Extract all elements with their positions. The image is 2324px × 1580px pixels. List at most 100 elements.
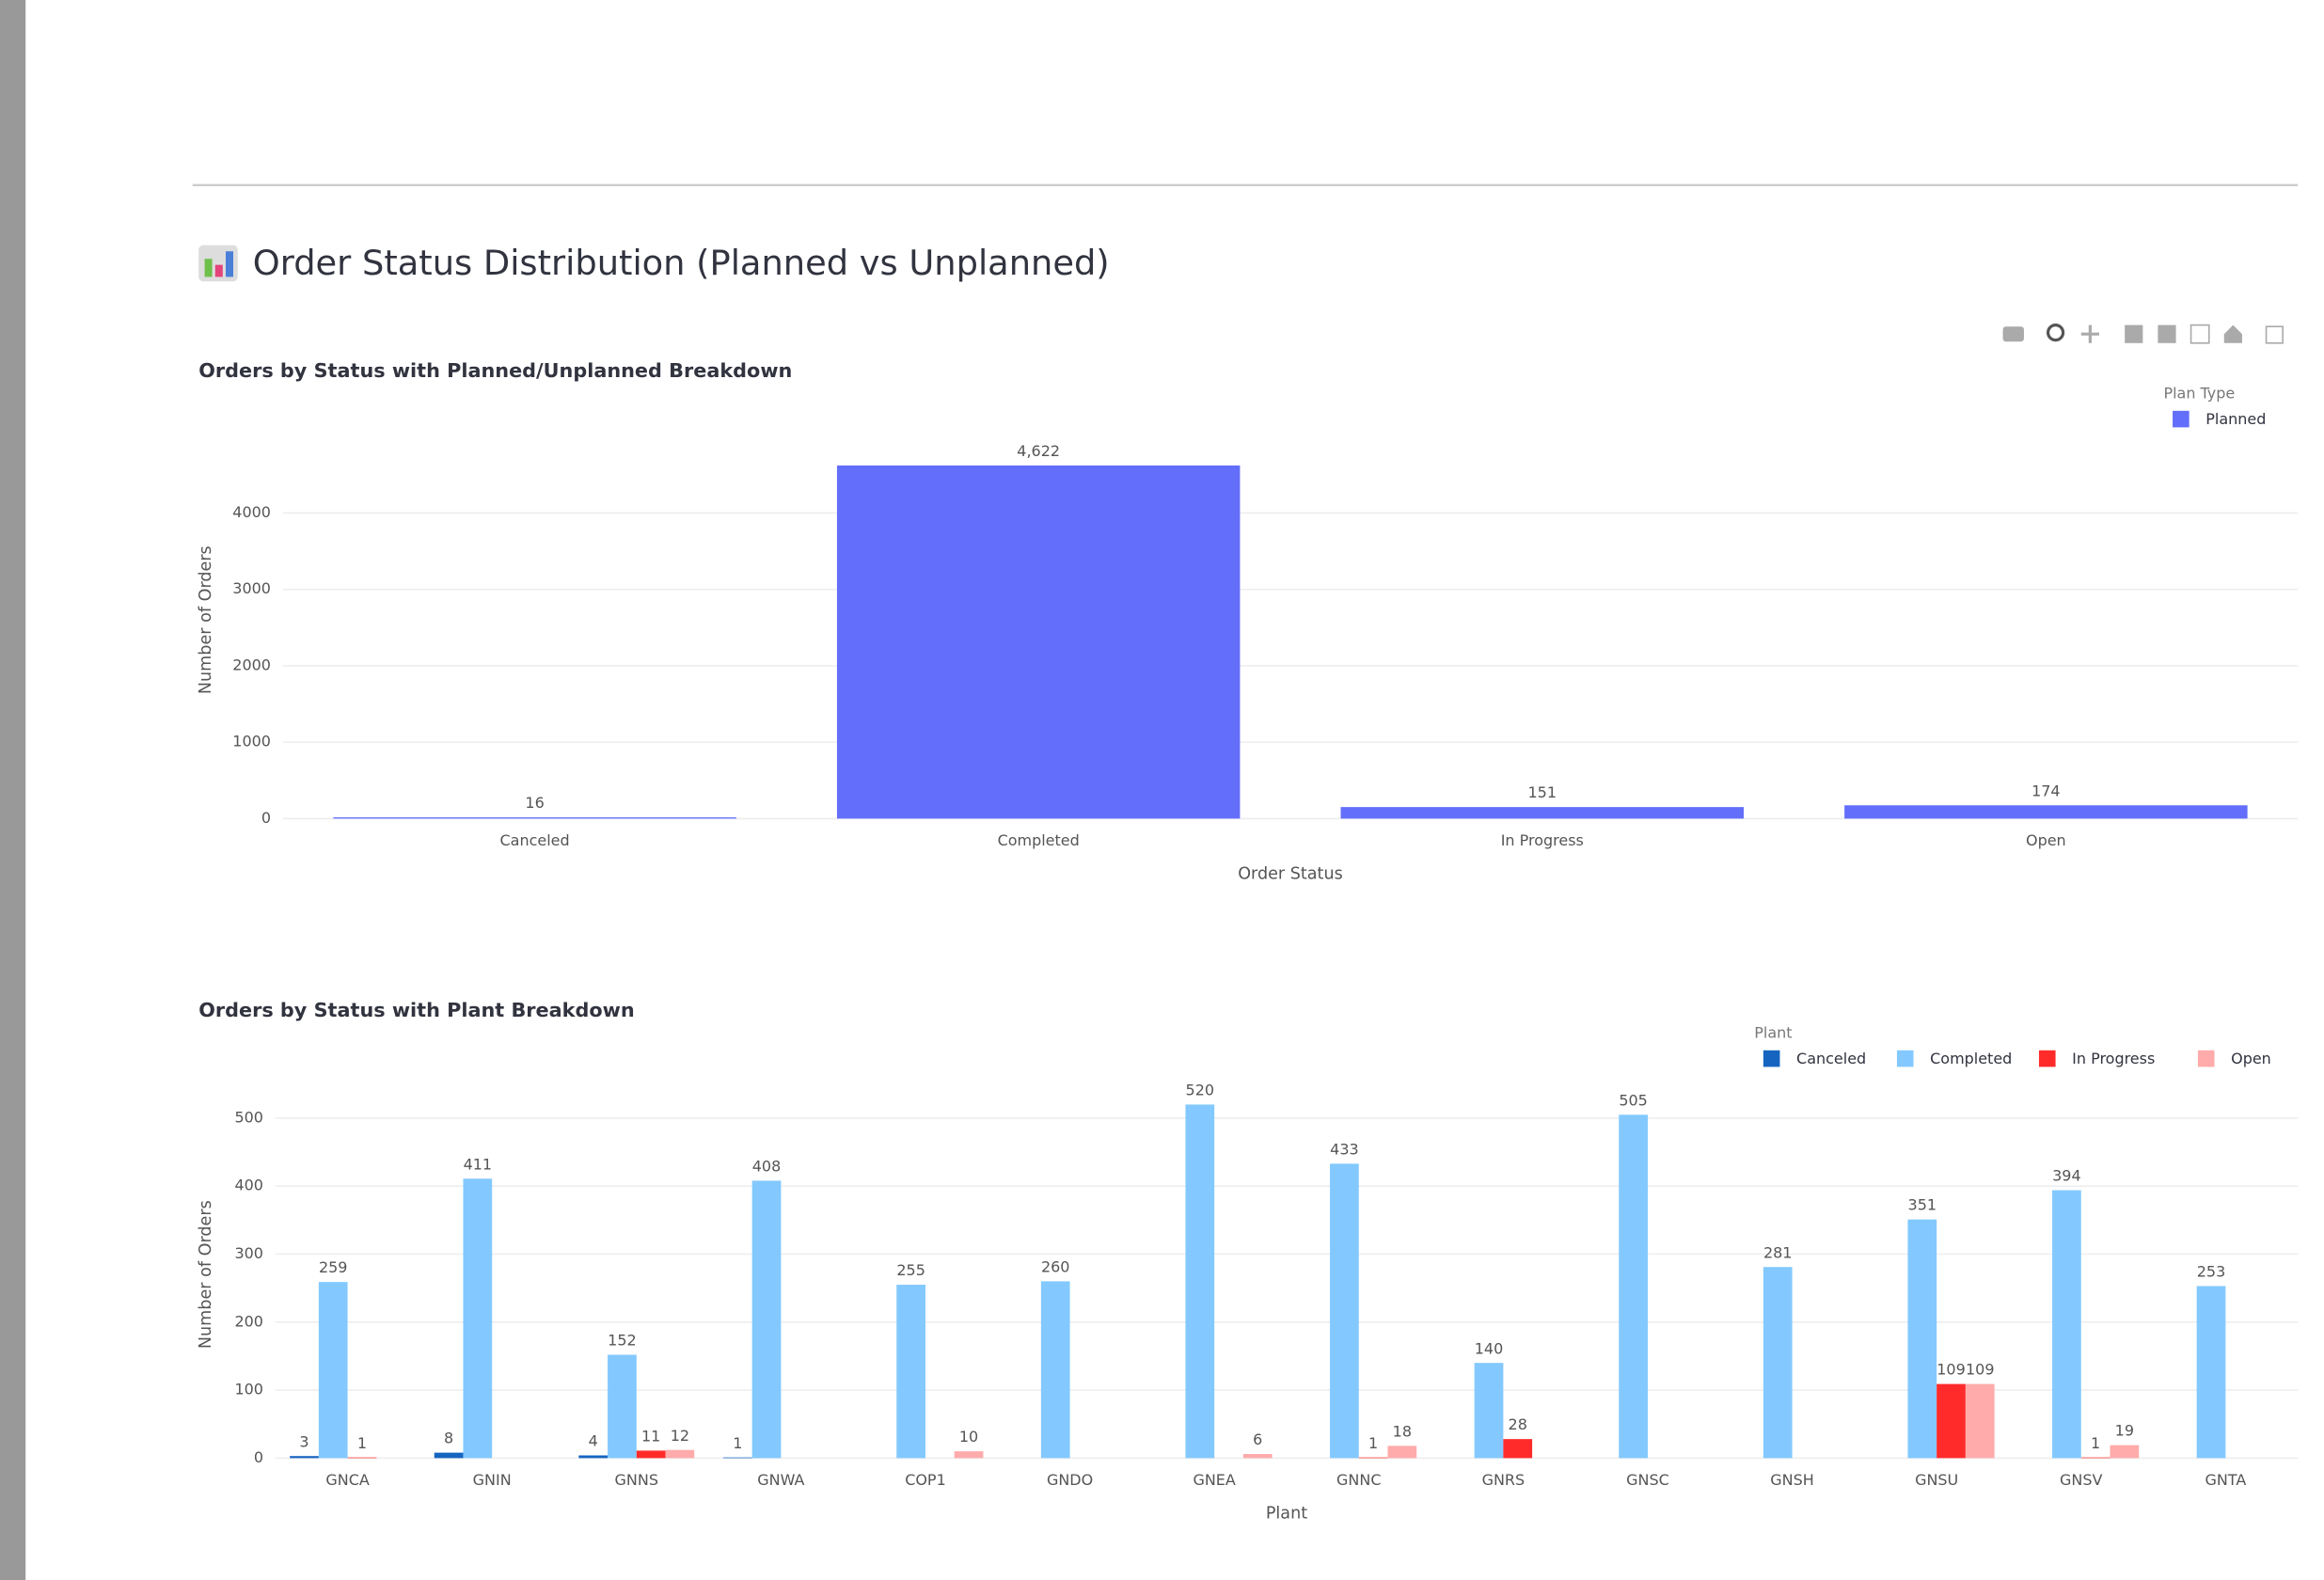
bar: [2080, 1457, 2111, 1459]
reset-icon[interactable]: [2223, 324, 2242, 343]
x-tick-label: GNSC: [1626, 1471, 1669, 1489]
x-tick-label: GNSU: [1915, 1471, 1958, 1489]
x-tick-label: GNEA: [1193, 1471, 1235, 1489]
legend-swatch: [2173, 410, 2190, 428]
x-axis-title: Plant: [1266, 1505, 1307, 1524]
value-label: 1: [2091, 1434, 2100, 1452]
value-label: 8: [444, 1430, 453, 1447]
zoom-icon[interactable]: [2046, 324, 2065, 342]
bar: [751, 1180, 782, 1459]
bar: [896, 1285, 925, 1459]
bar: [1907, 1219, 1937, 1459]
value-label: 16: [525, 794, 544, 812]
value-label: 4: [589, 1432, 598, 1450]
legend-label: In Progress: [2072, 1050, 2155, 1067]
y-tick-label: 400: [234, 1177, 263, 1194]
x-tick-label: GNIN: [473, 1471, 512, 1489]
bar: [333, 817, 736, 819]
legend-label: Planned: [2205, 410, 2266, 428]
y-tick-label: 100: [234, 1381, 263, 1398]
value-label: 109: [1966, 1361, 1995, 1379]
legend-swatch: [1896, 1050, 1914, 1067]
value-label: 140: [1475, 1339, 1504, 1357]
y-tick-label: 500: [234, 1108, 263, 1126]
bar: [1965, 1383, 1995, 1459]
toolbar: [2002, 324, 2284, 344]
value-label: 3: [299, 1432, 308, 1450]
bar: [1185, 1104, 1215, 1459]
bar: [1040, 1281, 1070, 1459]
y-tick-label: 0: [254, 1448, 263, 1466]
value-label: 11: [641, 1428, 660, 1446]
y-tick-label: 1000: [232, 733, 271, 750]
header-icon: [198, 245, 238, 282]
value-label: 28: [1509, 1415, 1527, 1433]
legend-label: Canceled: [1796, 1050, 1866, 1067]
bar: [1474, 1363, 1504, 1459]
side-bar: [0, 0, 26, 1580]
x-tick-label: Canceled: [500, 831, 570, 849]
bar: [836, 465, 1241, 819]
legend-swatch: [1763, 1050, 1780, 1067]
bar: [2110, 1445, 2140, 1459]
value-label: 152: [608, 1332, 637, 1350]
bar: [665, 1449, 695, 1459]
value-label: 351: [1908, 1196, 1937, 1214]
bar: [1937, 1383, 1966, 1459]
value-label: 4,622: [1017, 442, 1060, 460]
value-label: 520: [1186, 1082, 1215, 1099]
bar: [1242, 1454, 1273, 1459]
bar: [463, 1178, 493, 1459]
bar: [347, 1457, 377, 1459]
x-tick-label: GNSH: [1770, 1471, 1814, 1489]
bar: [318, 1282, 348, 1459]
value-label: 259: [319, 1258, 348, 1276]
value-label: 394: [2052, 1167, 2081, 1185]
y-tick-label: 200: [234, 1312, 263, 1330]
y-tick-label: 2000: [232, 656, 271, 673]
x-tick-label: GNDO: [1047, 1471, 1093, 1489]
camera-icon[interactable]: [2002, 326, 2024, 342]
x-tick-label: Open: [2026, 831, 2066, 849]
legend-title: Plan Type: [2163, 385, 2235, 403]
autoscale-icon[interactable]: [2190, 324, 2210, 344]
bar: [954, 1451, 984, 1459]
value-label: 408: [752, 1158, 782, 1176]
fullscreen-icon[interactable]: [2265, 325, 2284, 344]
pan-icon[interactable]: [2080, 324, 2099, 343]
zoom-out-icon[interactable]: [2158, 324, 2176, 343]
bar: [1387, 1446, 1417, 1459]
value-label: 10: [959, 1428, 978, 1446]
bar: [1340, 807, 1745, 819]
bar: [434, 1452, 464, 1459]
x-tick-label: GNCA: [325, 1471, 370, 1489]
x-axis-title: Order Status: [1238, 865, 1343, 884]
chart-title: Orders by Status with Plant Breakdown: [198, 999, 634, 1021]
value-label: 19: [2115, 1422, 2134, 1440]
chart-title: Orders by Status with Planned/Unplanned …: [198, 359, 792, 382]
bar: [1619, 1114, 1648, 1459]
legend-swatch: [2197, 1050, 2215, 1067]
y-tick-label: 4000: [232, 503, 271, 521]
value-label: 281: [1763, 1243, 1793, 1261]
bar: [1330, 1163, 1359, 1459]
x-tick-label: GNSV: [2060, 1471, 2102, 1489]
value-label: 1: [733, 1434, 742, 1452]
legend-swatch: [2038, 1050, 2056, 1067]
value-label: 253: [2197, 1263, 2226, 1281]
x-tick-label: GNNC: [1336, 1471, 1381, 1489]
y-tick-label: 3000: [232, 579, 271, 597]
value-label: 12: [671, 1427, 689, 1445]
value-label: 1: [357, 1434, 367, 1452]
bar: [2196, 1286, 2226, 1459]
x-tick-label: Completed: [998, 831, 1080, 849]
value-label: 1: [1368, 1434, 1378, 1452]
value-label: 255: [896, 1261, 925, 1279]
value-label: 6: [1253, 1430, 1262, 1448]
zoom-in-icon[interactable]: [2125, 324, 2143, 343]
value-label: 433: [1330, 1140, 1359, 1158]
bar: [1763, 1267, 1793, 1459]
y-axis-title: Number of Orders: [197, 1200, 215, 1349]
x-tick-label: COP1: [905, 1471, 946, 1489]
